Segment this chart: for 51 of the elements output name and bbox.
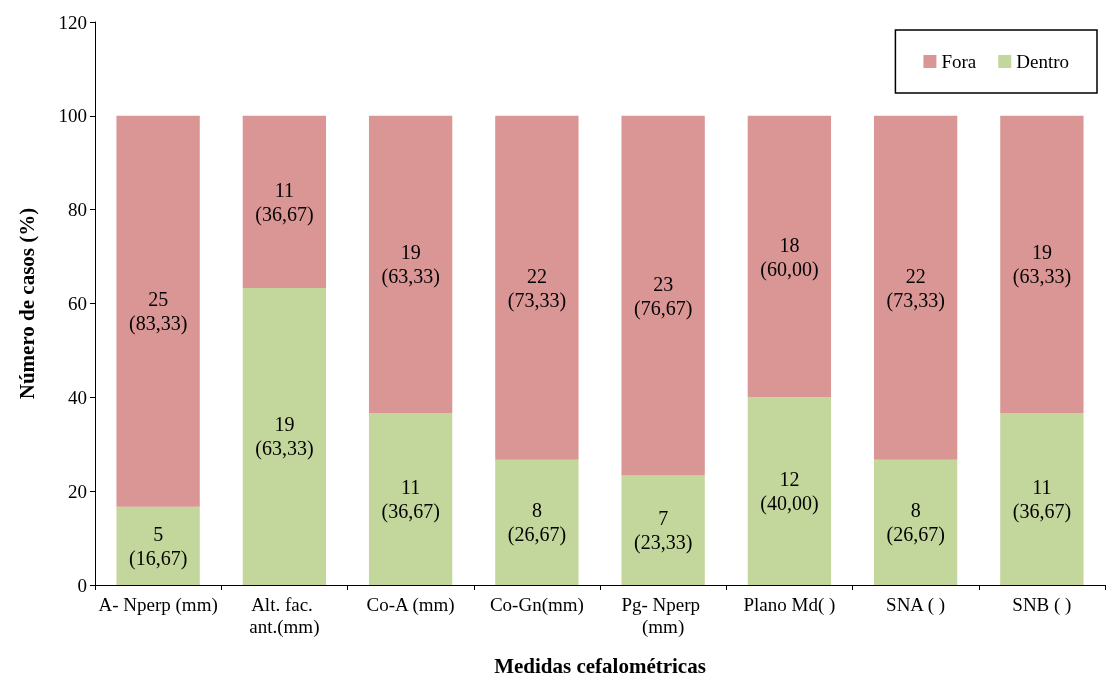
bar (621, 115, 705, 476)
bar (747, 397, 832, 585)
bar (747, 115, 832, 398)
x-tick-label: Plano Md( ) (743, 593, 836, 616)
bar (116, 506, 200, 585)
data-label: 5 (16,67) (128, 522, 188, 570)
y-axis-title: Número de casos (%) (14, 207, 39, 400)
legend-label: Fora (941, 51, 977, 72)
data-label: 7 (23,33) (633, 507, 693, 555)
bar (621, 475, 705, 585)
data-label: 25 (83,33) (128, 288, 188, 336)
data-label: 8 (26,67) (507, 499, 567, 547)
y-tick-label: 80 (68, 199, 87, 221)
data-label: 18 (60,00) (760, 233, 819, 281)
bar (873, 459, 958, 585)
bar (368, 115, 453, 413)
x-tick-label: Co-Gn(mm) (489, 593, 584, 616)
x-tick-label: Alt. fac. ant.(mm) (249, 593, 320, 638)
x-tick-label: Pg- Nperp (mm) (621, 593, 705, 638)
bar (1000, 412, 1084, 585)
bar (1000, 115, 1084, 413)
data-label: 11 (36,67) (1012, 475, 1072, 523)
data-label: 11 (36,67) (255, 178, 314, 226)
data-label: 11 (36,67) (381, 475, 440, 523)
bar (242, 287, 327, 585)
y-tick-label: 120 (58, 11, 87, 33)
bar (495, 459, 579, 585)
y-tick-label: 20 (68, 480, 87, 502)
bar (495, 115, 579, 460)
y-tick-label: 0 (77, 574, 87, 596)
y-tick-label: 100 (58, 105, 87, 127)
data-label: 19 (63,33) (381, 241, 440, 289)
data-label: 23 (76,67) (633, 272, 693, 320)
bar (873, 115, 958, 460)
bar (368, 412, 453, 585)
x-tick-label: Co-A (mm) (366, 593, 455, 616)
data-label: 22 (73,33) (507, 264, 567, 312)
legend-label: Dentro (1016, 51, 1070, 72)
x-tick-label: A- Nperp (mm) (98, 593, 218, 616)
x-axis-title: Medidas cefalométricas (494, 653, 706, 678)
data-label: 19 (63,33) (1012, 241, 1072, 289)
x-tick-label: SNB ( ) (1012, 593, 1072, 616)
data-label: 19 (63,33) (255, 413, 314, 461)
data-label: 8 (26,67) (886, 499, 945, 547)
data-label: 22 (73,33) (886, 264, 945, 312)
y-tick-label: 60 (68, 293, 87, 314)
bar (116, 115, 200, 507)
x-tick-label: SNA ( ) (886, 593, 946, 616)
data-label: 12 (40,00) (760, 468, 819, 516)
y-tick-label: 40 (68, 386, 87, 408)
bar (242, 115, 327, 288)
